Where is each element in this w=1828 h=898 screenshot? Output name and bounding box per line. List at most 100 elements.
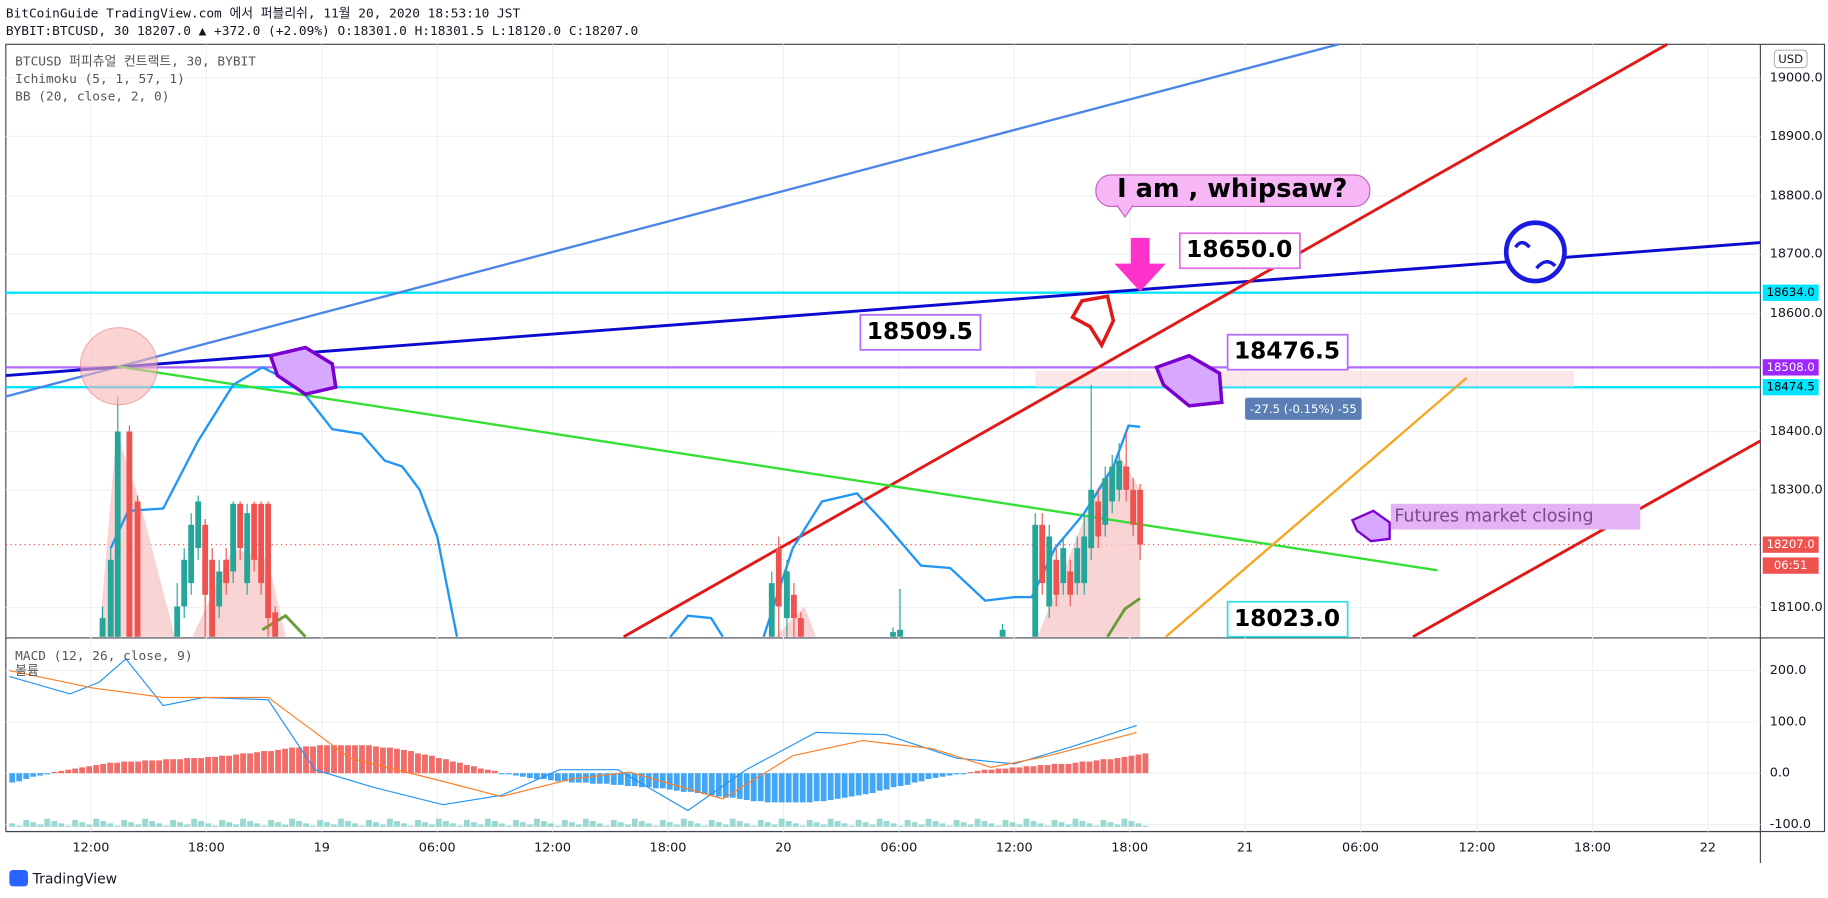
volume-bar	[324, 822, 330, 827]
macd-bar	[142, 760, 149, 774]
time-label: 12:00	[996, 840, 1033, 855]
volume-bar	[645, 823, 652, 827]
macd-bar	[855, 773, 862, 796]
macd-bar	[436, 758, 442, 774]
volume-bar	[827, 818, 834, 827]
time-label: 06:00	[419, 840, 456, 855]
candle-body	[237, 503, 244, 549]
candle-body	[897, 629, 903, 637]
volume-bar	[659, 819, 666, 827]
indicator-legend: BTCUSD 퍼피츄얼 컨트랙트, 30, BYBIT	[15, 54, 256, 69]
macd-bar	[981, 769, 988, 774]
macd-bar	[568, 773, 575, 783]
volume-bar	[855, 819, 862, 827]
volume-bar	[1058, 822, 1065, 827]
volume-bar	[457, 825, 463, 827]
candle-body	[107, 559, 114, 637]
price-tick: 18100.0	[1770, 600, 1823, 615]
macd-bar	[268, 751, 274, 774]
volume-bar	[1016, 824, 1023, 827]
candle-body	[1053, 559, 1060, 595]
volume-bar	[436, 818, 442, 827]
macd-bar	[554, 773, 561, 782]
volume-bar	[638, 821, 645, 827]
macd-bar	[72, 768, 79, 774]
macd-bar	[939, 773, 946, 777]
price-tick: 18400.0	[1770, 424, 1823, 439]
price-badge	[1762, 557, 1819, 574]
candle-body	[251, 503, 258, 560]
macd-bar	[470, 766, 477, 774]
price-tick: 18300.0	[1770, 482, 1823, 497]
emoji-icon	[1503, 220, 1567, 284]
trend-line	[1412, 439, 1762, 639]
measure-zone	[1035, 370, 1574, 388]
macd-bar	[331, 745, 337, 774]
publish-info: BitCoinGuide TradingView.com 에서 퍼블리쉬, 11…	[6, 6, 521, 21]
volume-bar	[596, 823, 603, 827]
volume-bar	[226, 822, 232, 827]
time-label: 22	[1700, 840, 1716, 855]
volume-bar	[415, 819, 421, 827]
volume-bar	[373, 822, 379, 827]
volume-bar	[1079, 821, 1086, 827]
macd-bar	[967, 772, 974, 774]
volume-bar	[366, 819, 372, 827]
hand-icon	[268, 345, 338, 397]
price-badge	[1762, 379, 1819, 396]
macd-bar	[701, 773, 708, 795]
macd-bar	[869, 773, 876, 794]
volume-bar	[687, 821, 694, 827]
volume-bar	[128, 822, 135, 827]
macd-bar	[561, 773, 568, 782]
volume-bar	[268, 819, 274, 827]
candle-body	[1130, 489, 1137, 525]
volume-bar	[1072, 818, 1079, 827]
macd-bar	[1002, 768, 1009, 774]
volume-bar	[163, 825, 170, 827]
candle-body	[791, 594, 797, 619]
volume-bar	[575, 824, 582, 827]
candle-body	[768, 583, 775, 637]
macd-bar	[953, 773, 960, 775]
hand-icon	[1350, 509, 1391, 543]
candle-body	[223, 559, 230, 584]
macd-bar	[876, 773, 883, 791]
volume-bar	[450, 823, 456, 827]
price-badge-label: 18634.0	[1767, 285, 1815, 299]
candle-body	[272, 612, 279, 637]
macd-bar	[890, 773, 897, 788]
volume-bar	[883, 821, 890, 827]
macd-bar	[240, 753, 246, 774]
macd-bar	[198, 758, 205, 774]
signal-line	[9, 670, 1137, 800]
macd-bar	[121, 761, 128, 774]
chart-frame	[5, 43, 1826, 833]
volume-bar	[30, 822, 37, 827]
macd-bar	[324, 745, 330, 774]
volume-bar	[1142, 825, 1149, 827]
macd-bar	[1009, 767, 1016, 774]
macd-bar	[359, 745, 365, 774]
time-label: 19	[314, 840, 330, 855]
volume-bar	[834, 821, 841, 827]
macd-bar	[366, 745, 372, 774]
price-callout-text: 18023.0	[1234, 605, 1340, 632]
macd-bar	[624, 773, 631, 787]
price-callout	[1226, 600, 1349, 638]
volume-bar	[9, 823, 16, 827]
macd-bar	[1044, 765, 1051, 774]
candle-body	[244, 513, 251, 584]
trend-line	[5, 43, 1339, 398]
indicator-legend: BB (20, close, 2, 0)	[15, 89, 169, 104]
candle-body	[99, 618, 106, 637]
time-label: 12:00	[72, 840, 109, 855]
macd-bar	[743, 773, 750, 801]
volume-bar	[631, 818, 638, 827]
volume-bar	[1135, 823, 1142, 827]
macd-bar	[603, 773, 610, 784]
volume-bar	[114, 825, 121, 827]
macd-bar	[380, 747, 386, 774]
price-callout	[1178, 232, 1301, 270]
